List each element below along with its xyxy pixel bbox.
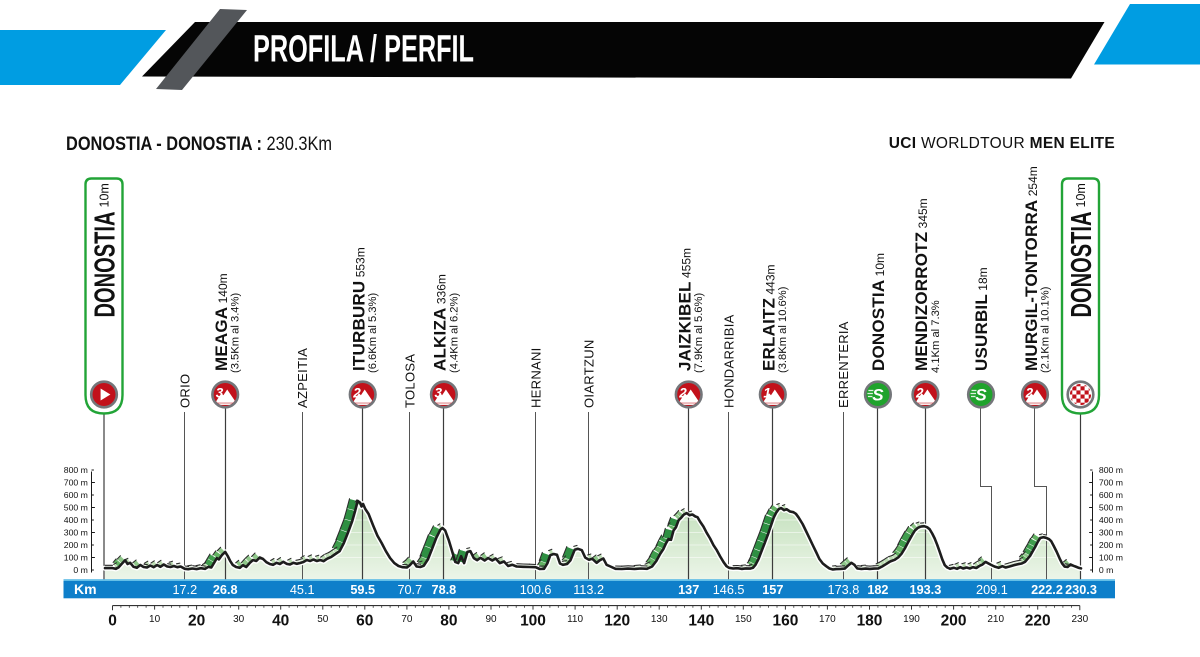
svg-text:10m: 10m — [1074, 183, 1088, 207]
svg-text:120: 120 — [604, 613, 630, 630]
svg-text:500 m: 500 m — [64, 503, 88, 513]
svg-text:220: 220 — [1025, 613, 1051, 630]
svg-text:170: 170 — [819, 614, 836, 625]
svg-text:500 m: 500 m — [1099, 503, 1123, 513]
svg-text:3: 3 — [216, 386, 224, 401]
svg-text:ITURBURU 553m: ITURBURU 553m — [350, 247, 369, 371]
svg-text:230: 230 — [1071, 614, 1088, 625]
svg-text:2: 2 — [352, 386, 361, 401]
svg-text:230.3: 230.3 — [1065, 583, 1097, 597]
svg-text:(4.4Km al 6.2%): (4.4Km al 6.2%) — [448, 293, 460, 373]
svg-text:800 m: 800 m — [1099, 465, 1123, 475]
svg-text:160: 160 — [772, 613, 798, 630]
svg-text:600 m: 600 m — [64, 490, 88, 500]
svg-text:80: 80 — [440, 613, 457, 630]
svg-text:50: 50 — [317, 614, 329, 625]
svg-text:100 m: 100 m — [1099, 553, 1123, 563]
svg-text:150: 150 — [735, 614, 752, 625]
svg-text:400 m: 400 m — [1099, 515, 1123, 525]
svg-text:10: 10 — [149, 614, 161, 625]
svg-text:110: 110 — [567, 614, 583, 625]
svg-text:(6.6Km al 5.3%): (6.6Km al 5.3%) — [367, 293, 379, 373]
svg-text:(3.8Km al 10.6%): (3.8Km al 10.6%) — [777, 286, 789, 373]
svg-text:10m: 10m — [97, 183, 111, 207]
svg-text:0 m: 0 m — [73, 565, 87, 575]
svg-text:70: 70 — [401, 614, 413, 625]
svg-text:193.3: 193.3 — [910, 583, 942, 597]
svg-text:DONOSTIA 10m: DONOSTIA 10m — [869, 253, 888, 371]
svg-text:209.1: 209.1 — [976, 583, 1008, 597]
svg-text:ORIO: ORIO — [178, 374, 193, 408]
svg-text:(2.1Km al 10.1%): (2.1Km al 10.1%) — [1039, 286, 1051, 373]
svg-text:100 m: 100 m — [64, 553, 88, 563]
svg-text:2: 2 — [678, 386, 687, 401]
svg-text:HERNANI: HERNANI — [528, 347, 543, 408]
svg-text:300 m: 300 m — [1099, 528, 1123, 538]
svg-text:113.2: 113.2 — [573, 583, 604, 597]
svg-text:700 m: 700 m — [1099, 478, 1123, 488]
svg-text:DONOSTIA: DONOSTIA — [1066, 211, 1098, 317]
svg-text:182: 182 — [867, 583, 888, 597]
svg-text:0 m: 0 m — [1099, 565, 1113, 575]
svg-text:140: 140 — [688, 613, 714, 630]
svg-text:ALKIZA 336m: ALKIZA 336m — [431, 274, 450, 371]
svg-text:59.5: 59.5 — [350, 583, 375, 597]
svg-text:DONOSTIA: DONOSTIA — [90, 211, 122, 317]
svg-text:(7.9Km al 5.6%): (7.9Km al 5.6%) — [693, 293, 705, 373]
svg-text:190: 190 — [903, 614, 920, 625]
svg-text:600 m: 600 m — [1099, 490, 1123, 500]
svg-text:1: 1 — [763, 386, 771, 401]
svg-text:PROFILA / PERFIL: PROFILA / PERFIL — [253, 29, 474, 71]
svg-text:MEAGA 140m: MEAGA 140m — [212, 273, 231, 371]
svg-text:180: 180 — [857, 613, 883, 630]
svg-text:200 m: 200 m — [64, 540, 88, 550]
svg-text:100: 100 — [520, 613, 546, 630]
svg-text:137: 137 — [678, 583, 699, 597]
svg-text:ERLAITZ 443m: ERLAITZ 443m — [760, 264, 779, 371]
svg-text:200: 200 — [941, 613, 967, 630]
svg-text:130: 130 — [651, 614, 668, 625]
svg-text:USURBIL 18m: USURBIL 18m — [972, 267, 991, 371]
svg-text:ERRENTERIA: ERRENTERIA — [836, 321, 851, 408]
svg-text:800 m: 800 m — [64, 465, 88, 475]
svg-text:OIARTZUN: OIARTZUN — [581, 339, 596, 408]
svg-text:40: 40 — [272, 613, 289, 630]
svg-text:UCI WORLDTOUR MEN ELITE: UCI WORLDTOUR MEN ELITE — [889, 135, 1115, 152]
svg-text:700 m: 700 m — [64, 478, 88, 488]
svg-text:(3.5Km al 3.4%): (3.5Km al 3.4%) — [230, 293, 242, 373]
svg-text:0: 0 — [108, 613, 117, 630]
svg-text:20: 20 — [188, 613, 205, 630]
svg-text:173.8: 173.8 — [828, 583, 860, 597]
svg-text:100.6: 100.6 — [520, 583, 552, 597]
svg-text:210: 210 — [987, 614, 1004, 625]
svg-text:Km: Km — [74, 581, 97, 597]
svg-text:90: 90 — [485, 614, 497, 625]
svg-text:400 m: 400 m — [64, 515, 88, 525]
svg-text:17.2: 17.2 — [172, 583, 197, 597]
svg-text:DONOSTIA - DONOSTIA : 230.3Km: DONOSTIA - DONOSTIA : 230.3Km — [66, 134, 332, 155]
svg-text:26.8: 26.8 — [213, 583, 238, 597]
svg-text:60: 60 — [356, 613, 373, 630]
svg-text:200 m: 200 m — [1099, 540, 1123, 550]
svg-text:2: 2 — [1025, 386, 1034, 401]
svg-text:45.1: 45.1 — [290, 583, 315, 597]
svg-text:146.5: 146.5 — [713, 583, 745, 597]
svg-text:AZPEITIA: AZPEITIA — [295, 348, 310, 408]
svg-text:S: S — [872, 386, 884, 405]
svg-text:4.1Km al 7.3%: 4.1Km al 7.3% — [930, 300, 942, 373]
svg-text:78.8: 78.8 — [432, 583, 457, 597]
svg-text:MURGIL-TONTORRA 254m: MURGIL-TONTORRA 254m — [1022, 166, 1041, 371]
svg-text:3: 3 — [435, 386, 443, 401]
svg-text:JAIZKIBEL 455m: JAIZKIBEL 455m — [676, 248, 695, 371]
svg-text:222.2: 222.2 — [1031, 583, 1063, 597]
svg-text:TOLOSA: TOLOSA — [403, 354, 418, 408]
svg-text:157: 157 — [762, 583, 783, 597]
svg-text:2: 2 — [915, 386, 924, 401]
svg-text:30: 30 — [233, 614, 245, 625]
svg-text:MENDIZORROTZ 345m: MENDIZORROTZ 345m — [912, 198, 931, 371]
svg-text:70.7: 70.7 — [397, 583, 422, 597]
svg-text:S: S — [975, 386, 987, 405]
svg-text:300 m: 300 m — [64, 528, 88, 538]
svg-text:HONDARRIBIA: HONDARRIBIA — [721, 314, 736, 408]
